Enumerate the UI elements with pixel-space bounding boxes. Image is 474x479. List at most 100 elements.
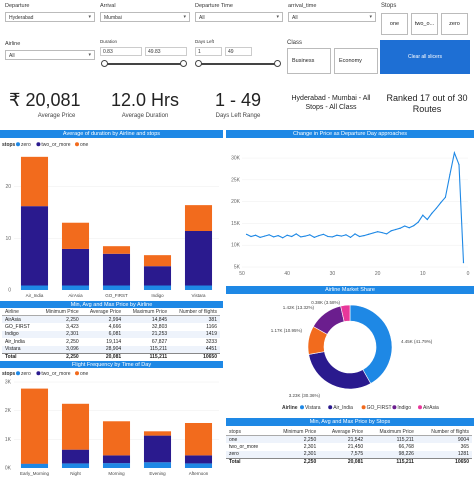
days-left-max-handle[interactable] <box>274 60 281 67</box>
days-left-min-input[interactable]: 1 <box>195 47 222 56</box>
duration-min-handle[interactable] <box>101 60 108 67</box>
duration-slider[interactable] <box>101 60 187 67</box>
table-cell: one <box>226 435 271 443</box>
table-cell: 66,768 <box>398 443 414 450</box>
bar-segment-zero <box>143 285 172 290</box>
x-tick-label: 30 <box>330 271 336 277</box>
arrival-dropdown[interactable]: Mumbai ▾ <box>100 12 190 22</box>
legend-item: zero <box>21 142 31 148</box>
days-left-max-input[interactable]: 49 <box>225 47 252 56</box>
class-option-economy[interactable]: Economy <box>334 48 378 74</box>
table-cell: 6,081 <box>81 330 125 338</box>
price-point <box>354 233 356 235</box>
bar-segment-one <box>143 255 172 267</box>
table-row[interactable]: two_or_more 2,301 21,450 66,768 365 <box>226 443 472 451</box>
price-point <box>404 225 406 227</box>
price-trend-chart: 5K 10K 15K 20K 25K 30K 50 40 30 20 10 0 <box>231 150 470 277</box>
table-header[interactable]: Maximum Price <box>366 428 417 436</box>
table-header[interactable]: Airline <box>2 308 38 316</box>
table-cell: Total <box>226 457 271 466</box>
table-row[interactable]: Air_India 2,250 19,114 67,827 3233 <box>2 338 220 346</box>
donut-slice-airasia <box>340 304 351 323</box>
duration-max-input[interactable]: 49.83 <box>145 47 187 56</box>
table-cell: 2,250 <box>37 352 82 361</box>
table-header[interactable]: Maximum Price <box>124 308 171 316</box>
table-row[interactable]: GO_FIRST 3,423 4,666 32,803 1166 <box>2 323 220 331</box>
price-point <box>462 262 465 264</box>
price-point <box>245 233 248 235</box>
table-cell: AirAsia <box>2 315 38 323</box>
chevron-down-icon: ▾ <box>88 14 91 20</box>
table-cell: 2,250 <box>66 338 79 345</box>
table-header[interactable]: Average Price <box>81 308 125 316</box>
table-row[interactable]: one 2,250 21,542 115,211 9004 <box>226 435 472 443</box>
x-tick-label: 20 <box>375 271 381 277</box>
class-option-business[interactable]: Business <box>287 48 331 74</box>
legend-marker <box>16 371 20 376</box>
legend-item: two_or_more <box>41 371 70 377</box>
price-point <box>349 236 352 238</box>
table-header[interactable]: Number of flights <box>416 428 472 436</box>
legend-title: stops <box>2 142 16 148</box>
bar-segment-zero <box>20 285 49 290</box>
duration-max-handle[interactable] <box>180 60 187 67</box>
table-cell: 115,211 <box>366 457 417 466</box>
bar-segment-two_or_more <box>61 248 90 286</box>
price-point <box>444 196 446 198</box>
stops-option-one[interactable]: one <box>381 13 408 35</box>
price-point <box>386 233 388 235</box>
price-point <box>435 207 437 209</box>
table-cell: 2,301 <box>270 450 320 458</box>
legend-item: GO_FIRST <box>367 405 392 411</box>
table-cell: 32,803 <box>151 323 168 330</box>
days-left-min-handle[interactable] <box>195 60 202 67</box>
bar-segment-one <box>102 421 131 456</box>
bar-segment-two_or_more <box>102 253 131 286</box>
table-row[interactable]: zero 2,301 7,575 98,226 1281 <box>226 450 472 458</box>
bar-segment-two_or_more <box>61 449 90 464</box>
departure-dropdown[interactable]: Hyderabad ▾ <box>5 12 95 22</box>
table-cell: 115,211 <box>124 345 171 353</box>
duration-min-input[interactable]: 0.83 <box>100 47 142 56</box>
table-cell: 21,253 <box>124 330 171 338</box>
bar-segment-one <box>61 403 90 450</box>
price-point <box>322 233 324 235</box>
clear-all-slicers-button[interactable]: Clear all slicers <box>380 40 470 74</box>
y-tick-label: 15K <box>231 221 241 227</box>
table-cell: 4451 <box>170 345 220 353</box>
price-point <box>413 225 415 227</box>
departure-value: Hyderabad <box>9 15 34 21</box>
table-header[interactable]: stops <box>226 428 271 436</box>
donut-data-label: 0.38K (3.58%) <box>311 300 340 305</box>
table-cell: 67,827 <box>151 338 168 345</box>
table-row[interactable]: Indigo 2,301 6,081 21,253 1419 <box>2 330 220 338</box>
airline-dropdown[interactable]: All ▾ <box>5 50 95 60</box>
table-header[interactable]: Minimum Price <box>270 428 320 436</box>
table-row[interactable]: AirAsia 2,250 2,994 14,845 381 <box>2 315 220 323</box>
arrival-time-dropdown[interactable]: All ▾ <box>288 12 376 22</box>
legend-item: zero <box>21 371 31 377</box>
legend-marker <box>328 405 333 410</box>
kpi-avg-duration-label: Average Duration <box>121 113 169 119</box>
price-line <box>246 150 465 263</box>
table-header[interactable]: Number of flights <box>170 308 220 316</box>
table-cell: 10650 <box>170 352 220 361</box>
departure-time-dropdown[interactable]: All ▾ <box>195 12 283 22</box>
x-tick-label: Vistara <box>192 293 206 298</box>
price-point <box>358 235 361 238</box>
table-row[interactable]: Vistara 3,096 28,904 115,211 4451 <box>2 345 220 353</box>
y-tick-label: 25K <box>231 177 241 183</box>
stops-option-two-or-more[interactable]: two_o... <box>411 13 438 35</box>
days-left-slider[interactable] <box>195 60 281 67</box>
table-cell: 2,250 <box>270 435 320 443</box>
table-cell: 365 <box>460 443 469 450</box>
table-header[interactable]: Minimum Price <box>37 308 82 316</box>
legend-item: one <box>80 142 89 148</box>
table-cell: 2,250 <box>270 457 320 466</box>
x-tick-label: GO_FIRST <box>105 293 128 298</box>
table-cell: 21,542 <box>319 435 367 443</box>
price-point <box>363 235 365 237</box>
stops-option-zero[interactable]: zero <box>441 13 468 35</box>
table-header[interactable]: Average Price <box>319 428 367 436</box>
table-cell: 1166 <box>206 323 217 330</box>
